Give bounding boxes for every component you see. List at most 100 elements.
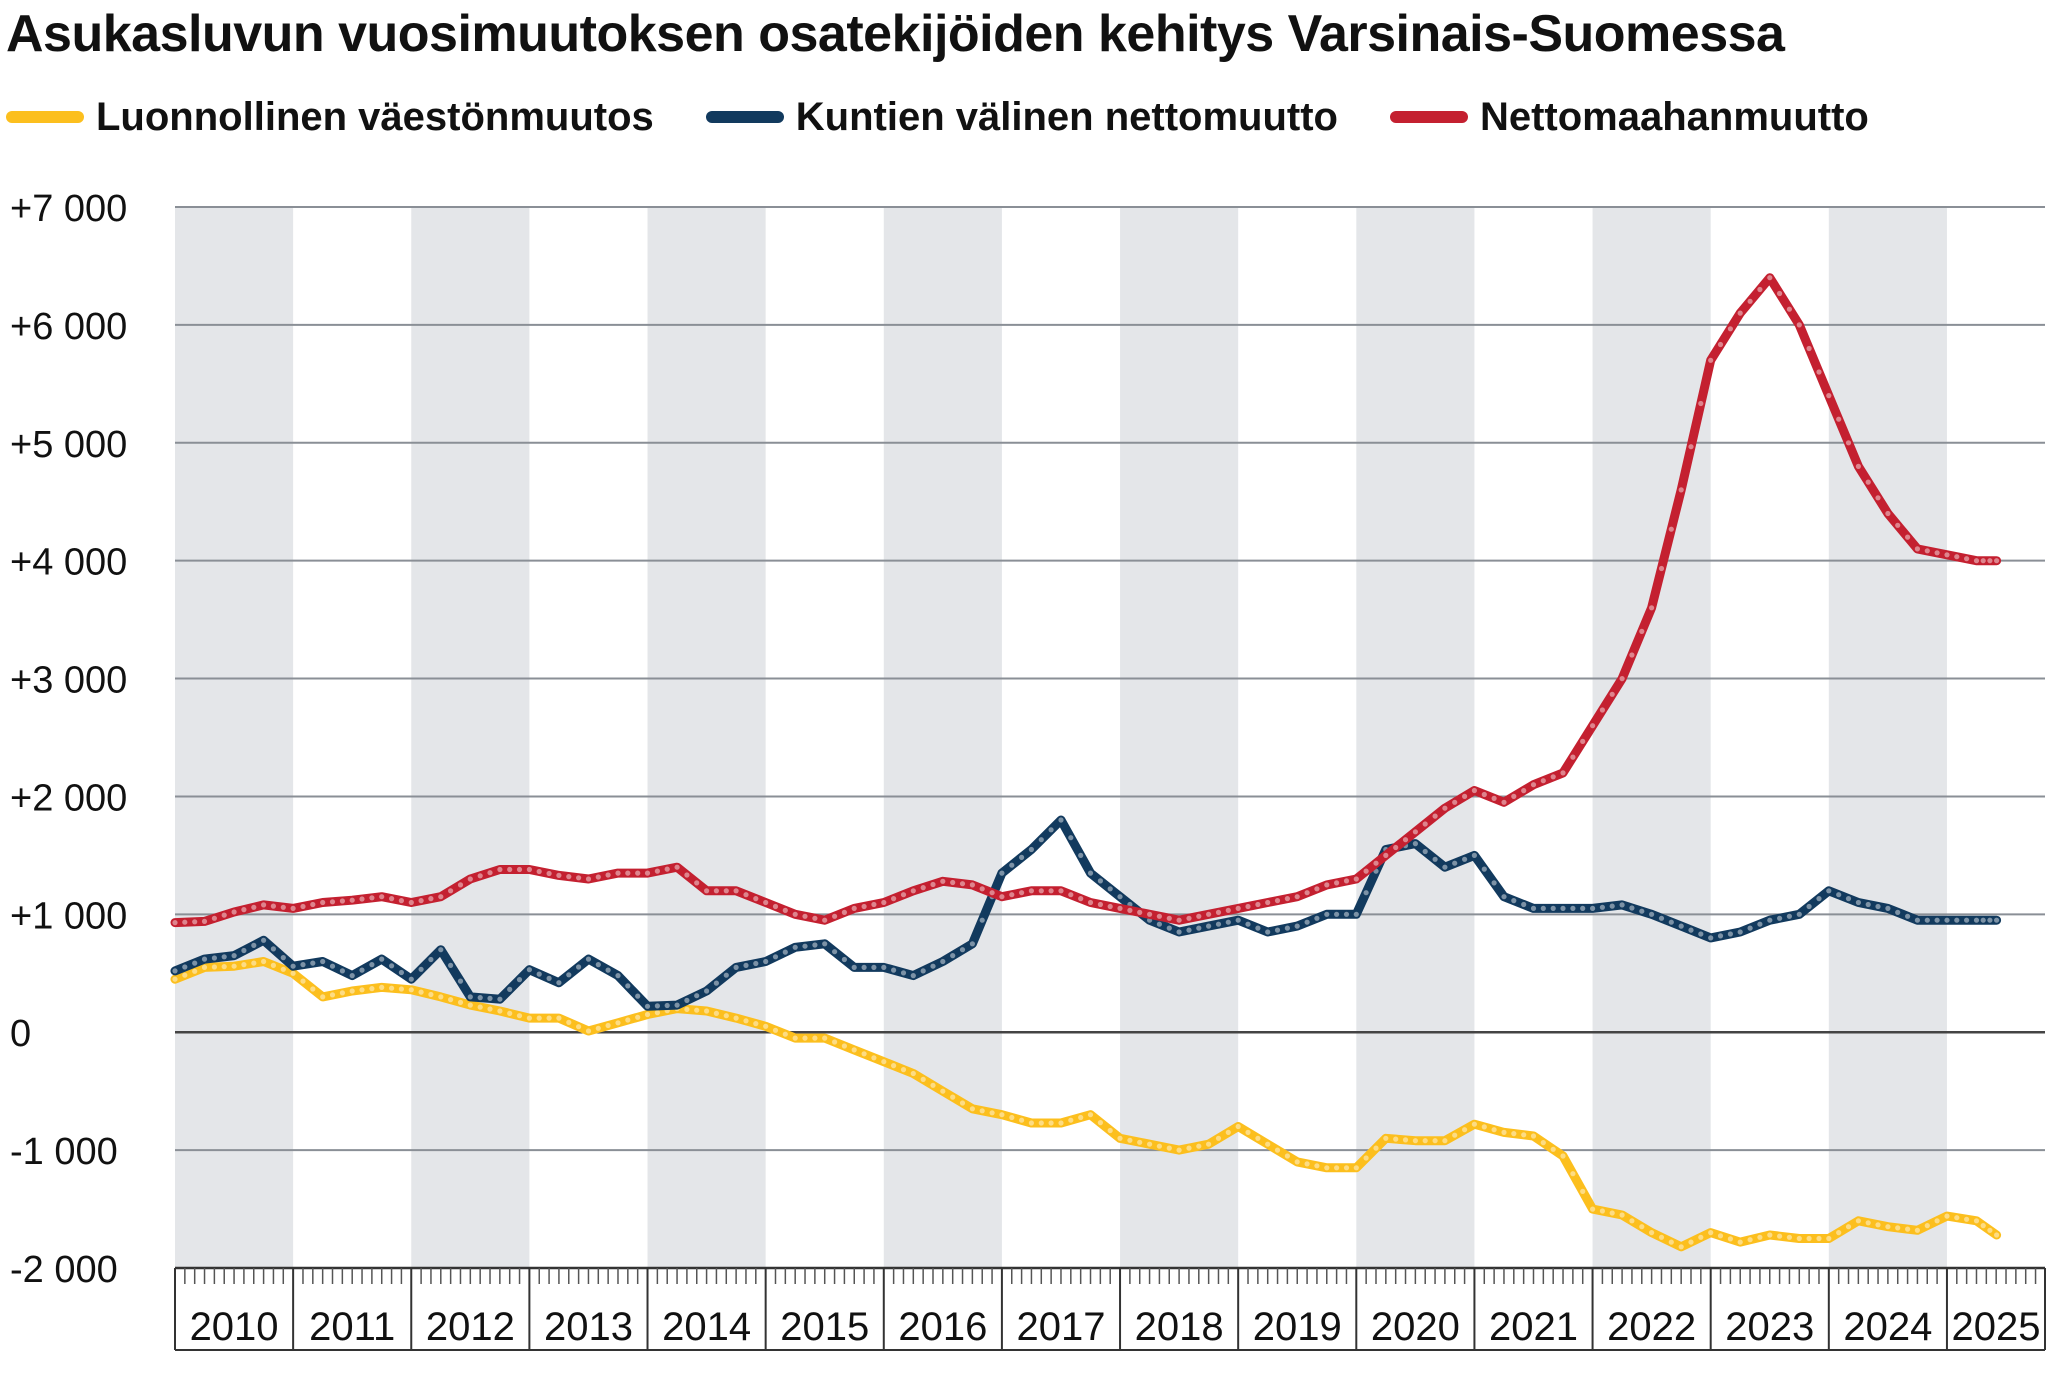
series-point: [881, 1059, 887, 1065]
series-point: [1530, 782, 1537, 788]
series-point: [635, 870, 641, 876]
series-point: [1137, 909, 1143, 916]
series-point: [891, 967, 897, 973]
series-point: [192, 960, 198, 966]
series-point: [1038, 888, 1044, 894]
series-point: [1107, 1127, 1113, 1134]
series-point: [733, 1015, 739, 1021]
series-line-1: [170, 957, 2002, 1252]
series-point: [1373, 860, 1379, 866]
series-point: [979, 1108, 985, 1114]
series-point: [1540, 1140, 1546, 1146]
series-point: [1836, 1230, 1842, 1236]
series-point: [546, 975, 552, 982]
series-point: [349, 897, 355, 903]
legend-item: Luonnollinen väestönmuutos: [6, 95, 654, 140]
series-point: [1737, 929, 1743, 935]
series-point: [1570, 1171, 1576, 1177]
series-point: [871, 964, 877, 971]
x-tick-label: 2015: [780, 1305, 869, 1349]
series-point: [674, 1002, 680, 1008]
series-point: [1590, 905, 1596, 912]
series-point: [841, 909, 848, 916]
series-point: [280, 966, 286, 972]
series-point: [920, 1076, 926, 1082]
series-point: [792, 1035, 798, 1041]
series-point: [1019, 1117, 1025, 1123]
series-point: [1796, 911, 1802, 917]
series-point: [1127, 907, 1133, 914]
series-point: [428, 896, 434, 902]
legend-label: Nettomaahanmuutto: [1479, 94, 1869, 139]
series-point: [1186, 927, 1192, 933]
series-point: [605, 872, 611, 878]
series-point: [1186, 1145, 1192, 1151]
series-point: [723, 972, 729, 978]
x-tick-label: 2014: [662, 1305, 751, 1349]
y-tick-label: -2 000: [10, 1249, 118, 1291]
series-point: [566, 1019, 572, 1025]
series-point: [1757, 921, 1763, 927]
series-point: [950, 879, 956, 886]
series-point: [1767, 917, 1773, 923]
series-point: [1668, 526, 1674, 532]
series-point: [1590, 1206, 1596, 1212]
series-point: [1156, 1143, 1162, 1149]
series-point: [704, 988, 710, 994]
series-point: [1639, 908, 1645, 914]
series-point: [1393, 844, 1399, 851]
series-point: [753, 960, 759, 967]
series-point: [438, 994, 444, 1000]
series-point: [1255, 901, 1261, 908]
series-point: [1964, 917, 1970, 923]
series-point: [920, 885, 926, 891]
series-point: [349, 973, 355, 979]
series-point: [1462, 793, 1468, 800]
series-point: [1845, 1224, 1852, 1230]
series-point: [1402, 1137, 1409, 1143]
series-point: [1924, 1223, 1930, 1229]
series-point: [398, 898, 404, 904]
series-point: [241, 907, 247, 913]
series-point: [861, 903, 867, 910]
series-point: [1442, 1138, 1448, 1144]
series-point: [448, 888, 454, 894]
series-point: [369, 895, 375, 901]
series-point: [1786, 306, 1792, 312]
series-point: [644, 1011, 651, 1018]
legend: Luonnollinen väestönmuutos Kuntien väline…: [6, 92, 1921, 142]
series-point: [1895, 909, 1901, 916]
series-line-2: [170, 815, 2002, 1011]
series-point: [763, 899, 769, 906]
series-point: [300, 978, 306, 984]
series-point: [1530, 1133, 1537, 1139]
series-point: [1639, 628, 1645, 635]
series-point: [457, 882, 464, 888]
series-point: [900, 1067, 907, 1073]
series-point: [832, 949, 838, 955]
series-point: [1609, 903, 1615, 909]
series-point: [644, 1003, 651, 1009]
year-band: [1356, 207, 1475, 1268]
legend-item: Nettomaahanmuutto: [1389, 94, 1869, 140]
series-point: [1353, 1165, 1359, 1171]
series-point: [516, 977, 523, 983]
series-point: [1954, 1215, 1960, 1221]
series-point: [674, 864, 680, 870]
series-point: [516, 1013, 523, 1019]
series-point: [1166, 925, 1172, 931]
series-point: [241, 962, 247, 968]
series-point: [1284, 925, 1290, 931]
series-point: [930, 1082, 936, 1088]
series-point: [1117, 894, 1123, 900]
series-point: [1442, 805, 1448, 811]
x-tick-label: 2011: [309, 1305, 395, 1349]
series-point: [201, 918, 208, 925]
series-point: [507, 866, 513, 873]
series-point: [1550, 905, 1556, 912]
series-point: [329, 992, 336, 998]
year-band: [1828, 207, 1947, 1268]
series-point: [1284, 1153, 1290, 1159]
series-point: [1994, 1232, 2000, 1238]
series-point: [1865, 1220, 1871, 1226]
